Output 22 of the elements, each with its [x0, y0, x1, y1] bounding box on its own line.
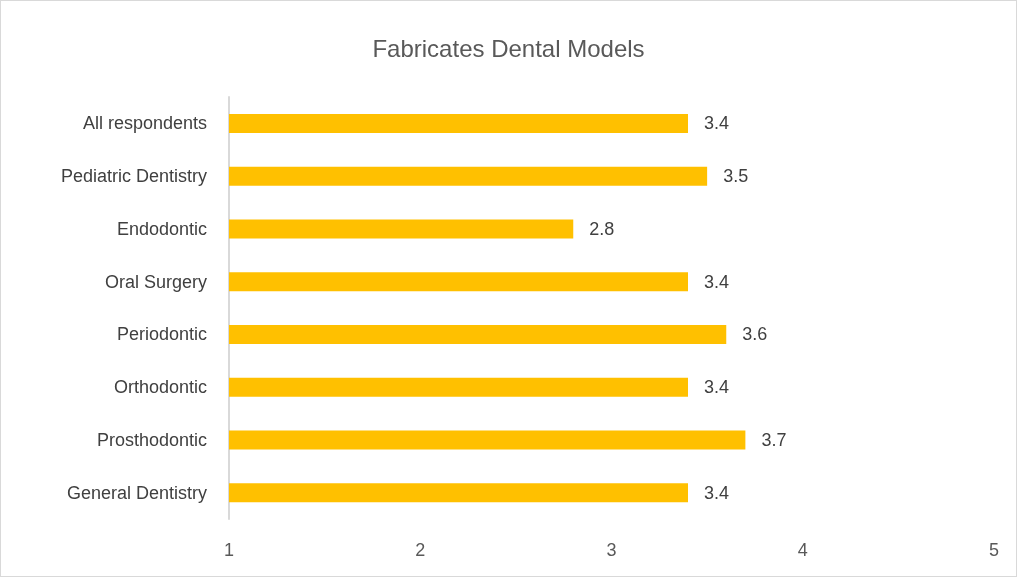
- x-tick-label: 5: [988, 540, 1000, 560]
- y-tick-label: All respondents: [82, 113, 207, 134]
- data-label: 3.7: [761, 429, 787, 450]
- data-label: 3.6: [742, 324, 768, 345]
- data-label: 2.8: [589, 218, 615, 239]
- x-tick-label: 3: [606, 540, 617, 560]
- chart-title: Fabricates Dental Models: [372, 34, 645, 62]
- x-tick-label: 4: [797, 540, 808, 560]
- y-tick-label: Pediatric Dentistry: [60, 166, 207, 187]
- data-label: 3.4: [704, 113, 730, 134]
- y-tick-label: Oral Surgery: [104, 271, 207, 292]
- data-label: 3.4: [704, 271, 730, 292]
- data-label: 3.4: [704, 377, 730, 398]
- y-tick-label: Endodontic: [116, 218, 207, 239]
- x-tick-label: 1: [223, 540, 235, 560]
- y-tick-label: Periodontic: [116, 324, 207, 345]
- y-tick-label: General Dentistry: [66, 482, 207, 503]
- y-tick-label: Prosthodontic: [96, 429, 207, 450]
- y-tick-label: Orthodontic: [113, 377, 207, 398]
- x-tick-label: 2: [415, 540, 426, 560]
- data-label: 3.4: [704, 482, 730, 503]
- data-label: 3.5: [723, 166, 749, 187]
